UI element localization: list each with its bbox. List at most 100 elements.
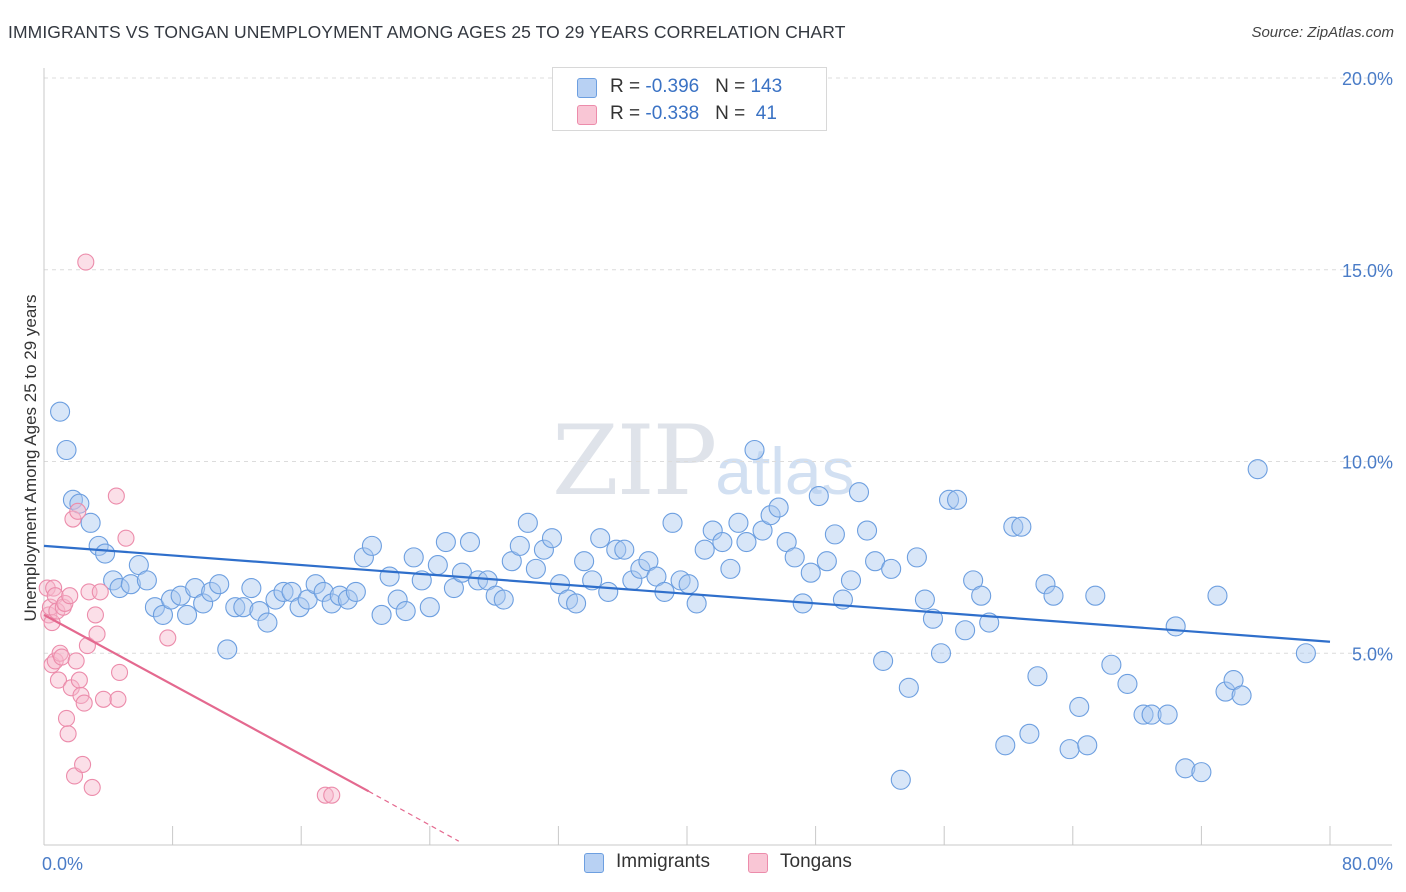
point-tongans [69,502,87,520]
legend-n-label: N = [715,103,751,124]
point-immigrants [728,512,749,533]
point-immigrants [955,620,976,641]
point-tongans [88,625,106,643]
point-tongans [49,671,68,689]
point-immigrants [144,597,165,618]
point-immigrants [1003,516,1024,537]
point-immigrants [345,581,366,602]
point-immigrants [403,547,424,568]
legend-n-value: 143 [750,76,783,97]
point-immigrants [947,489,968,510]
point-immigrants [120,574,141,595]
point-immigrants [427,554,448,576]
watermark-zip: ZIP [552,405,717,517]
point-immigrants [509,535,530,556]
point-immigrants [201,581,222,602]
point-immigrants [387,589,408,610]
point-immigrants [606,539,627,560]
bottom-legend-label-immigrants: Immigrants [616,851,710,872]
point-tongans [57,709,76,727]
point-immigrants [630,558,651,579]
point-immigrants [582,570,603,591]
point-immigrants [395,601,416,622]
x-tick-label: 80.0% [1342,854,1393,874]
point-immigrants [371,604,392,625]
point-immigrants [50,401,71,422]
point-immigrants [662,512,683,533]
point-tongans [316,786,334,804]
point-immigrants [873,650,894,671]
point-immigrants [1215,681,1236,702]
point-immigrants [824,524,845,545]
point-immigrants [1117,673,1138,694]
series-immigrants [50,401,1316,790]
legend-r-value: -0.338 [645,103,700,124]
point-tongans [59,725,77,743]
point-immigrants [938,489,960,510]
point-immigrants [995,735,1016,756]
point-immigrants [979,612,1000,633]
trendline-tongans-extension [368,790,460,842]
point-immigrants [712,531,733,553]
point-immigrants [1191,762,1212,783]
point-immigrants [313,581,334,602]
point-immigrants [541,528,563,549]
point-immigrants [566,593,587,614]
point-immigrants [533,539,554,560]
legend-swatch-tongans [577,105,597,125]
point-immigrants [209,574,230,595]
point-immigrants [493,589,514,610]
point-immigrants [922,608,943,629]
y-axis-label: Unemployment Among Ages 25 to 29 years [21,295,40,622]
point-immigrants [305,574,326,595]
bottom-legend-label-tongans: Tongans [780,851,852,872]
point-immigrants [241,578,262,599]
point-immigrants [865,551,886,572]
point-tongans [83,778,101,797]
point-tongans [109,690,127,708]
point-immigrants [379,566,400,587]
point-immigrants [419,597,440,618]
point-tongans [77,253,95,271]
point-immigrants [517,512,538,533]
point-immigrants [1077,735,1098,756]
point-immigrants [435,531,456,553]
point-immigrants [1175,758,1196,779]
point-immigrants [337,589,358,610]
point-immigrants [1247,459,1268,480]
point-immigrants [678,574,699,595]
y-tick-label: 10.0% [1342,453,1393,473]
point-tongans [70,671,88,689]
point-immigrants [321,593,342,614]
point-immigrants [1207,585,1228,606]
y-tick-label: 5.0% [1352,644,1393,664]
y-tick-label: 20.0% [1342,69,1393,89]
bottom-legend-swatch-immigrants [584,853,604,873]
point-immigrants [914,589,935,610]
point-tongans [91,583,109,601]
point-immigrants [1101,654,1122,675]
legend-swatch-immigrants [577,78,597,98]
point-immigrants [1141,704,1162,725]
point-immigrants [353,547,374,568]
legend: R = -0.396 N = 143 R = -0.338 N = 41 [552,67,827,131]
point-immigrants [1027,666,1048,687]
point-tongans [107,487,125,505]
point-immigrants [890,769,911,790]
chart-title: IMMIGRANTS VS TONGAN UNEMPLOYMENT AMONG … [8,22,846,42]
axis-labels: 5.0% 10.0% 15.0% 20.0% 0.0% 80.0% Unemployment… [21,69,1393,874]
point-immigrants [971,585,992,606]
point-immigrants [109,578,130,599]
point-tongans [117,529,135,547]
point-immigrants [225,597,246,618]
point-immigrants [193,593,214,614]
point-immigrants [881,558,902,579]
point-immigrants [1059,739,1080,760]
point-immigrants [56,439,77,461]
point-immigrants [136,570,157,591]
point-immigrants [736,531,757,553]
point-immigrants [816,551,837,572]
watermark-atlas: atlas [715,434,855,508]
point-immigrants [411,570,432,591]
